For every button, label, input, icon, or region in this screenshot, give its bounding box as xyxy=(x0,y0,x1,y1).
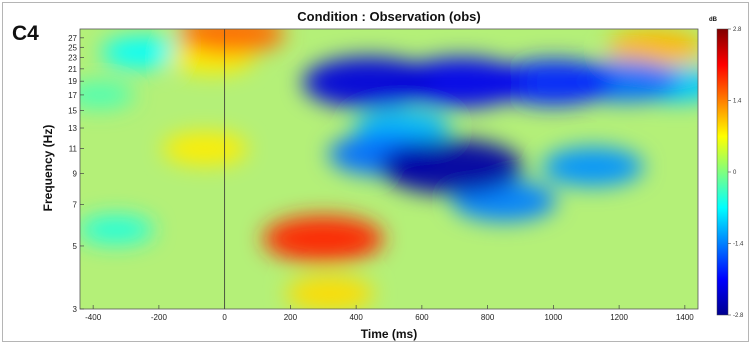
panel-label: C4 xyxy=(12,22,39,45)
colorbar-tick-label: 2.8 xyxy=(733,27,742,33)
chart-title: Condition : Observation (obs) xyxy=(297,9,481,24)
heatmap-blob-14 xyxy=(492,59,614,106)
heatmap-blob-9 xyxy=(542,146,644,187)
heatmap-blob-13 xyxy=(177,29,286,55)
y-tick-label: 23 xyxy=(68,54,77,63)
y-tick-label: 25 xyxy=(68,43,77,52)
y-tick-label: 5 xyxy=(73,242,78,251)
colorbar-tick-label: -1.4 xyxy=(733,242,744,248)
heatmap-blob-0 xyxy=(80,81,135,109)
heatmap-blob-17 xyxy=(302,56,437,109)
x-tick-label: 0 xyxy=(222,313,227,322)
colorbar-tick-label: 0 xyxy=(733,170,737,176)
y-tick-label: 3 xyxy=(73,305,78,314)
colorbar-unit-label: dB xyxy=(709,17,717,23)
colorbar-tick-label: -2.8 xyxy=(733,313,744,319)
x-tick-label: 800 xyxy=(481,313,495,322)
x-axis-label: Time (ms) xyxy=(360,327,418,341)
x-tick-label: 200 xyxy=(284,313,298,322)
y-tick-label: 11 xyxy=(69,145,78,154)
y-tick-label: 21 xyxy=(68,65,77,74)
x-tick-label: 1200 xyxy=(610,313,628,322)
heatmap-blob-15 xyxy=(262,215,384,263)
x-tick-label: 1000 xyxy=(544,313,562,322)
heatmap-field xyxy=(80,29,698,309)
heatmap-blob-18 xyxy=(379,139,524,195)
colorbar xyxy=(716,28,729,316)
heatmap-blob-3 xyxy=(162,131,248,166)
x-tick-label: 400 xyxy=(349,313,363,322)
y-tick-label: 9 xyxy=(73,169,78,178)
y-tick-label: 27 xyxy=(68,34,77,43)
x-tick-label: -400 xyxy=(85,313,102,322)
x-tick-label: -200 xyxy=(151,313,168,322)
plot-area-border xyxy=(79,28,699,310)
y-tick-label: 15 xyxy=(68,106,77,115)
colorbar-ticks: 2.8 1.4 0 -1.4 -2.8 xyxy=(728,27,744,319)
heatmap-blob-5 xyxy=(285,276,375,309)
y-tick-label: 7 xyxy=(73,200,78,209)
y-tick-label: 13 xyxy=(68,124,77,133)
heatmap-blob-8 xyxy=(607,29,698,66)
x-axis-ticks: -400 -200 0 200 400 600 800 1000 1200 1400 xyxy=(85,305,694,322)
y-tick-label: 17 xyxy=(68,91,77,100)
heatmap-blob-2 xyxy=(101,36,184,69)
x-tick-label: 600 xyxy=(415,313,429,322)
heatmap-blob-16 xyxy=(396,57,527,108)
colorbar-tick-label: 1.4 xyxy=(733,99,742,105)
y-tick-label: 19 xyxy=(68,77,77,86)
figure-frame xyxy=(2,2,749,342)
heatmap-blob-1 xyxy=(80,214,155,245)
x-tick-label: 1400 xyxy=(676,313,694,322)
